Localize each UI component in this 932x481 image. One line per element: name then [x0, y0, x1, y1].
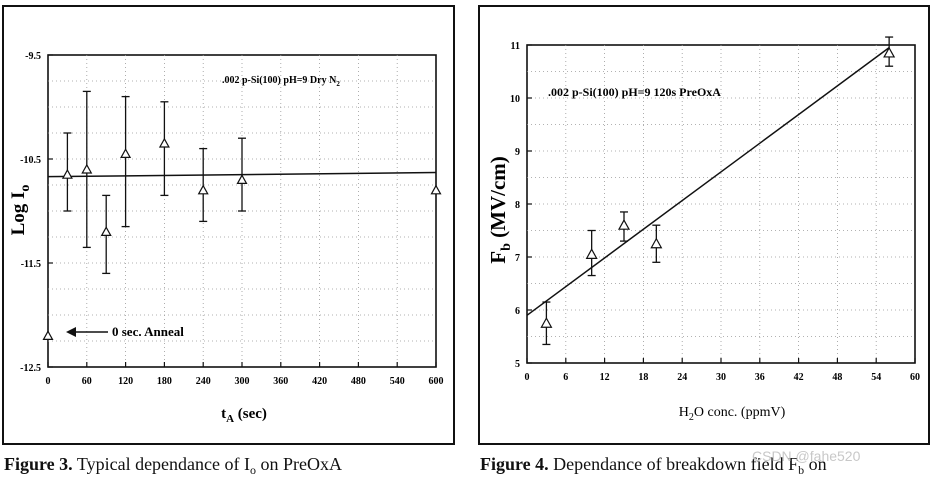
chart-1-arrow	[66, 327, 108, 337]
x-tick-label: 600	[429, 376, 444, 387]
y-tick-label: 7	[515, 253, 520, 264]
chart-2-x-axis-label: H2O conc. (ppmV)	[679, 405, 786, 423]
chart-2-y-axis-label: Fb (MV/cm)	[486, 156, 514, 264]
data-point-triangle	[158, 137, 170, 148]
data-point-triangle	[617, 218, 631, 230]
x-tick-label: 300	[235, 376, 250, 387]
data-point-triangle	[650, 237, 663, 249]
chart-1-y-axis-label: Log Io	[8, 185, 33, 236]
watermark: CSDN @fahe520	[752, 448, 861, 464]
chart-1-x-axis-label: tA (sec)	[221, 406, 267, 425]
data-point-triangle	[585, 248, 598, 259]
chart-1-marks	[42, 90, 442, 340]
chart-2-marks	[526, 36, 896, 346]
y-tick-label: 5	[515, 359, 520, 370]
figure-4-caption: Figure 4. Dependance of breakdown field …	[480, 454, 827, 477]
data-point-triangle	[540, 317, 553, 328]
data-point-triangle	[61, 168, 73, 179]
x-tick-label: 30	[716, 372, 726, 383]
chart-2-annotation: .002 p-Si(100) pH=9 120s PreOxA	[548, 85, 721, 99]
chart-1-grid	[48, 55, 436, 367]
x-tick-label: 42	[794, 372, 804, 383]
y-tick-label: -9.5	[25, 51, 41, 62]
x-tick-label: 0	[46, 376, 51, 387]
y-tick-label: 9	[515, 147, 520, 158]
data-point-triangle	[42, 330, 54, 340]
data-point-triangle	[120, 148, 132, 158]
chart-2-frame	[478, 5, 930, 445]
y-tick-label: -11.5	[21, 259, 41, 270]
chart-1-frame	[2, 5, 455, 445]
y-tick-label: 8	[515, 200, 520, 211]
y-tick-label: -10.5	[20, 155, 41, 166]
x-tick-label: 480	[351, 376, 366, 387]
chart-1-ticks: 0 60 120 180 240 300 360 420 480 540 600 -9.5 -10.5 -…	[20, 51, 443, 387]
figure-3-caption: Figure 3. Typical dependance of Io on Pr…	[4, 454, 342, 477]
y-tick-label: 11	[511, 41, 520, 52]
x-tick-label: 18	[638, 372, 648, 383]
chart-1: 0 60 120 180 240 300 360 420 480 540 600 -9.5 -10.5 -…	[2, 5, 455, 445]
x-tick-label: 12	[600, 372, 610, 383]
data-point-triangle	[197, 184, 209, 195]
data-point-triangle	[236, 174, 248, 184]
y-tick-label: -12.5	[20, 363, 41, 374]
x-tick-label: 540	[390, 376, 405, 387]
x-tick-label: 360	[273, 376, 288, 387]
x-tick-label: 240	[196, 376, 211, 387]
x-tick-label: 420	[312, 376, 327, 387]
x-tick-label: 54	[871, 372, 881, 383]
x-tick-label: 60	[910, 372, 920, 383]
data-point-triangle	[883, 46, 896, 58]
fit-line	[526, 47, 890, 316]
chart-2: 0 6 12 18 24 30 36 42 48 54 60 5 6 7 8 9 10 11 .002 p-Si(…	[478, 5, 930, 445]
data-point-triangle	[430, 184, 442, 195]
data-point-triangle	[100, 226, 112, 236]
data-point-triangle	[81, 163, 93, 174]
y-tick-label: 6	[515, 306, 520, 317]
x-tick-label: 48	[832, 372, 842, 383]
x-tick-label: 24	[677, 372, 687, 383]
x-tick-label: 180	[157, 376, 172, 387]
x-tick-label: 36	[755, 372, 765, 383]
x-tick-label: 0	[525, 372, 530, 383]
y-tick-label: 10	[510, 94, 520, 105]
chart-1-arrow-label: 0 sec. Anneal	[112, 324, 184, 339]
x-tick-label: 120	[118, 376, 133, 387]
x-tick-label: 6	[563, 372, 568, 383]
chart-1-annotation: .002 p-Si(100) pH=9 Dry N2	[222, 75, 340, 88]
x-tick-label: 60	[82, 376, 92, 387]
chart-2-ticks: 0 6 12 18 24 30 36 42 48 54 60 5 6 7 8 9 10 11	[510, 41, 920, 383]
